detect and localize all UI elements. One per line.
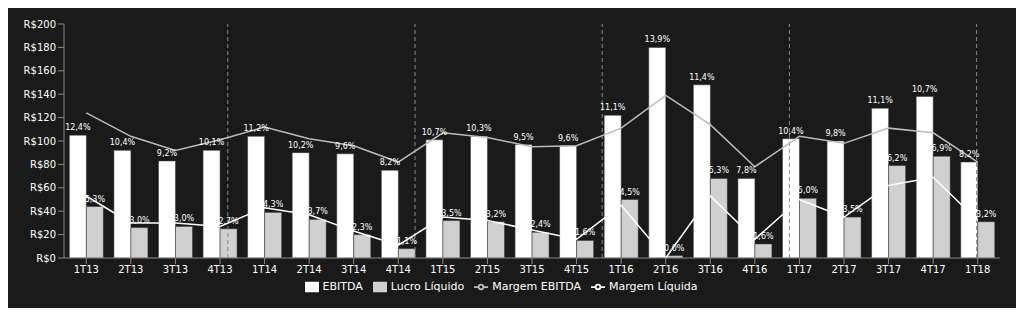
html-text:Lucro Líquido: Lucro Líquido — [390, 280, 465, 293]
svg-text:3T13: 3T13 — [163, 264, 188, 275]
svg-text:R$0: R$0 — [36, 253, 56, 264]
svg-text:7,8%: 7,8% — [736, 166, 757, 175]
svg-text:13,9%: 13,9% — [645, 35, 671, 44]
svg-text:5,3%: 5,3% — [709, 166, 730, 175]
svg-text:5,0%: 5,0% — [798, 186, 819, 195]
svg-text:R$140: R$140 — [24, 89, 56, 100]
svg-text:2T15: 2T15 — [475, 264, 500, 275]
svg-text:R$200: R$200 — [24, 19, 56, 30]
svg-text:12,4%: 12,4% — [65, 123, 91, 132]
html-text:EBITDA: EBITDA — [322, 280, 363, 293]
svg-text:1T18: 1T18 — [965, 264, 990, 275]
svg-text:3,0%: 3,0% — [129, 216, 150, 225]
svg-text:3T16: 3T16 — [698, 264, 723, 275]
svg-text:3T15: 3T15 — [519, 264, 544, 275]
svg-text:3T14: 3T14 — [341, 264, 366, 275]
svg-text:11,1%: 11,1% — [600, 103, 626, 112]
svg-text:5,3%: 5,3% — [85, 195, 106, 204]
svg-text:10,1%: 10,1% — [199, 138, 225, 147]
svg-text:9,8%: 9,8% — [825, 129, 846, 138]
svg-text:6,9%: 6,9% — [932, 144, 953, 153]
svg-text:1T14: 1T14 — [252, 264, 277, 275]
svg-text:4T15: 4T15 — [564, 264, 589, 275]
svg-text:1,1%: 1,1% — [397, 237, 418, 246]
svg-text:10,4%: 10,4% — [778, 127, 804, 136]
svg-text:1,6%: 1,6% — [575, 228, 596, 237]
svg-text:4T16: 4T16 — [742, 264, 767, 275]
svg-text:4T13: 4T13 — [207, 264, 232, 275]
svg-text:10,7%: 10,7% — [912, 85, 938, 94]
svg-text:R$100: R$100 — [24, 136, 56, 147]
svg-text:9,6%: 9,6% — [558, 134, 579, 143]
svg-text:4T14: 4T14 — [386, 264, 411, 275]
svg-text:R$160: R$160 — [24, 65, 56, 76]
svg-text:0,0%: 0,0% — [664, 244, 685, 253]
svg-text:1T16: 1T16 — [609, 264, 634, 275]
svg-text:2,7%: 2,7% — [218, 217, 239, 226]
svg-text:4,5%: 4,5% — [620, 188, 641, 197]
svg-text:R$180: R$180 — [24, 42, 56, 53]
svg-text:1T17: 1T17 — [787, 264, 812, 275]
svg-text:R$120: R$120 — [24, 112, 56, 123]
svg-text:2T16: 2T16 — [653, 264, 678, 275]
svg-text:2,4%: 2,4% — [530, 220, 551, 229]
svg-text:R$80: R$80 — [30, 159, 56, 170]
svg-text:3,2%: 3,2% — [976, 210, 997, 219]
svg-text:11,4%: 11,4% — [689, 73, 715, 82]
svg-text:10,7%: 10,7% — [422, 128, 448, 137]
svg-text:2T17: 2T17 — [831, 264, 856, 275]
svg-text:2T14: 2T14 — [297, 264, 322, 275]
svg-text:4T17: 4T17 — [921, 264, 946, 275]
svg-text:3,5%: 3,5% — [842, 205, 863, 214]
svg-text:10,3%: 10,3% — [466, 124, 492, 133]
svg-text:R$40: R$40 — [30, 206, 56, 217]
svg-text:1T15: 1T15 — [430, 264, 455, 275]
svg-text:4,3%: 4,3% — [263, 200, 284, 209]
html-text:Margem Líquida: Margem Líquida — [609, 280, 698, 293]
svg-text:11,2%: 11,2% — [243, 124, 269, 133]
svg-text:6,2%: 6,2% — [887, 154, 908, 163]
svg-text:2T13: 2T13 — [118, 264, 143, 275]
svg-text:2,3%: 2,3% — [352, 223, 373, 232]
svg-text:9,2%: 9,2% — [157, 149, 178, 158]
svg-text:3T17: 3T17 — [876, 264, 901, 275]
svg-text:8,2%: 8,2% — [959, 150, 980, 159]
svg-text:3,7%: 3,7% — [308, 207, 329, 216]
svg-text:8,2%: 8,2% — [380, 158, 401, 167]
svg-text:3,2%: 3,2% — [486, 210, 507, 219]
svg-text:3,5%: 3,5% — [441, 209, 462, 218]
svg-text:1T13: 1T13 — [74, 264, 99, 275]
svg-text:1,6%: 1,6% — [753, 232, 774, 241]
html-text:Margem EBITDA: Margem EBITDA — [492, 280, 581, 293]
svg-text:R$20: R$20 — [30, 229, 56, 240]
svg-text:10,2%: 10,2% — [288, 141, 314, 150]
svg-text:3,0%: 3,0% — [174, 214, 195, 223]
svg-text:9,6%: 9,6% — [335, 142, 356, 151]
svg-text:11,1%: 11,1% — [867, 96, 893, 105]
svg-text:10,4%: 10,4% — [110, 138, 136, 147]
svg-text:9,5%: 9,5% — [513, 133, 534, 142]
svg-text:R$60: R$60 — [30, 182, 56, 193]
